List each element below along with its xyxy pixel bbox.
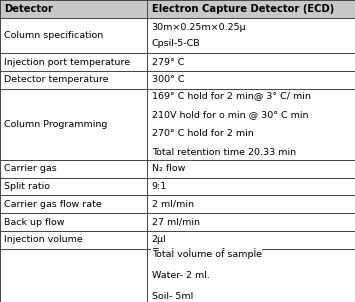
Text: 169° C hold for 2 min@ 3° C/ min: 169° C hold for 2 min@ 3° C/ min [152, 92, 311, 101]
Bar [147, 195, 355, 213]
Bar [0, 71, 147, 89]
Text: 2 ml/min: 2 ml/min [152, 200, 193, 209]
Bar [0, 53, 147, 71]
Text: Total volume of sample: Total volume of sample [152, 249, 262, 259]
Bar [0, 89, 147, 160]
Bar [0, 178, 147, 195]
Text: Water- 2 ml.: Water- 2 ml. [152, 271, 209, 280]
Bar [147, 89, 355, 160]
Text: Injection port temperature: Injection port temperature [4, 58, 130, 67]
Bar [147, 213, 355, 231]
Text: Cpsil-5-CB: Cpsil-5-CB [152, 39, 200, 48]
Text: 279° C: 279° C [152, 58, 184, 67]
Text: Column Programming: Column Programming [4, 120, 108, 129]
Text: 2μl: 2μl [152, 235, 166, 244]
Text: 210V hold for o min @ 30° C min: 210V hold for o min @ 30° C min [152, 110, 308, 119]
Bar [0, 160, 147, 178]
Bar [0, 249, 147, 302]
Text: 30m×0.25m×0.25μ: 30m×0.25m×0.25μ [152, 23, 246, 32]
Text: Total retention time 20.33 min: Total retention time 20.33 min [152, 148, 296, 157]
Text: Detector temperature: Detector temperature [4, 76, 109, 85]
Bar [0, 195, 147, 213]
Text: 27 ml/min: 27 ml/min [152, 217, 200, 226]
Bar [147, 160, 355, 178]
Bar [147, 249, 355, 302]
Bar [0, 213, 147, 231]
Bar [0, 18, 147, 53]
Bar [0, 0, 147, 18]
Bar [0, 231, 147, 249]
Text: Back up flow: Back up flow [4, 217, 65, 226]
Bar [147, 53, 355, 71]
Text: Carrier gas: Carrier gas [4, 164, 57, 173]
Text: N₂ flow: N₂ flow [152, 164, 185, 173]
Text: 210V hold for o min @ 30° C min: 210V hold for o min @ 30° C min [152, 110, 308, 119]
Bar [147, 0, 355, 18]
Text: 300° C: 300° C [152, 76, 184, 85]
Text: Electron Capture Detector (ECD): Electron Capture Detector (ECD) [152, 4, 334, 14]
Bar [147, 231, 355, 249]
Text: 169° C hold for 2 min@ 3° C/ min: 169° C hold for 2 min@ 3° C/ min [152, 90, 311, 99]
Text: 270° C hold for 2 min: 270° C hold for 2 min [152, 130, 253, 139]
Text: Column specification: Column specification [4, 31, 104, 40]
Text: Injection volume: Injection volume [4, 235, 83, 244]
Bar [147, 18, 355, 53]
Text: Water- 2 ml.: Water- 2 ml. [152, 271, 209, 280]
Bar [147, 71, 355, 89]
Text: Total volume of sample: Total volume of sample [152, 249, 262, 258]
Bar [147, 178, 355, 195]
Text: Soil- 5ml: Soil- 5ml [152, 293, 193, 302]
Text: Soil- 5ml: Soil- 5ml [152, 292, 193, 301]
Text: Split ratio: Split ratio [4, 182, 50, 191]
Text: Carrier gas flow rate: Carrier gas flow rate [4, 200, 102, 209]
Text: 9:1: 9:1 [152, 182, 167, 191]
Text: 270° C hold for 2 min: 270° C hold for 2 min [152, 129, 253, 138]
Text: Detector: Detector [4, 4, 53, 14]
Text: Total retention time 20.33 min: Total retention time 20.33 min [152, 150, 296, 159]
